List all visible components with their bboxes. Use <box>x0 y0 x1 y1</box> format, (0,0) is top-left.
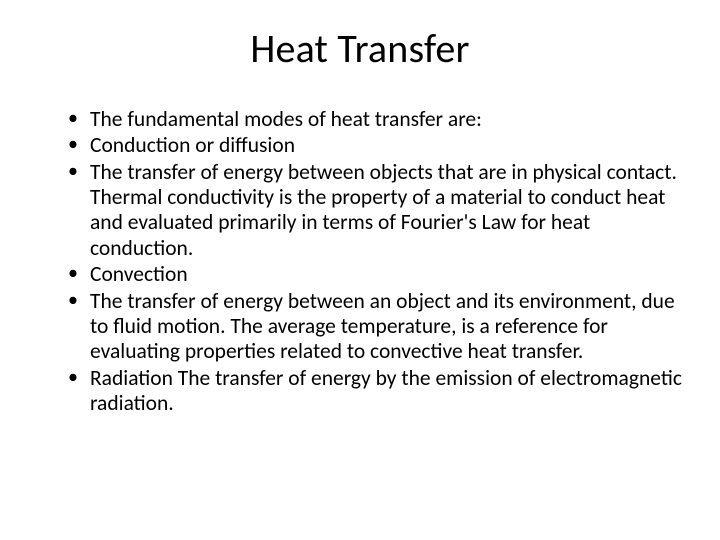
list-item: The transfer of energy between an object… <box>68 289 684 365</box>
list-item: The transfer of energy between objects t… <box>68 160 684 261</box>
slide: Heat Transfer The fundamental modes of h… <box>0 0 720 540</box>
slide-title: Heat Transfer <box>36 24 684 73</box>
bullet-list: The fundamental modes of heat transfer a… <box>36 107 684 416</box>
list-item: The fundamental modes of heat transfer a… <box>68 107 684 132</box>
list-item: Radiation The transfer of energy by the … <box>68 366 684 417</box>
list-item: Convection <box>68 262 684 287</box>
list-item: Conduction or diffusion <box>68 133 684 158</box>
